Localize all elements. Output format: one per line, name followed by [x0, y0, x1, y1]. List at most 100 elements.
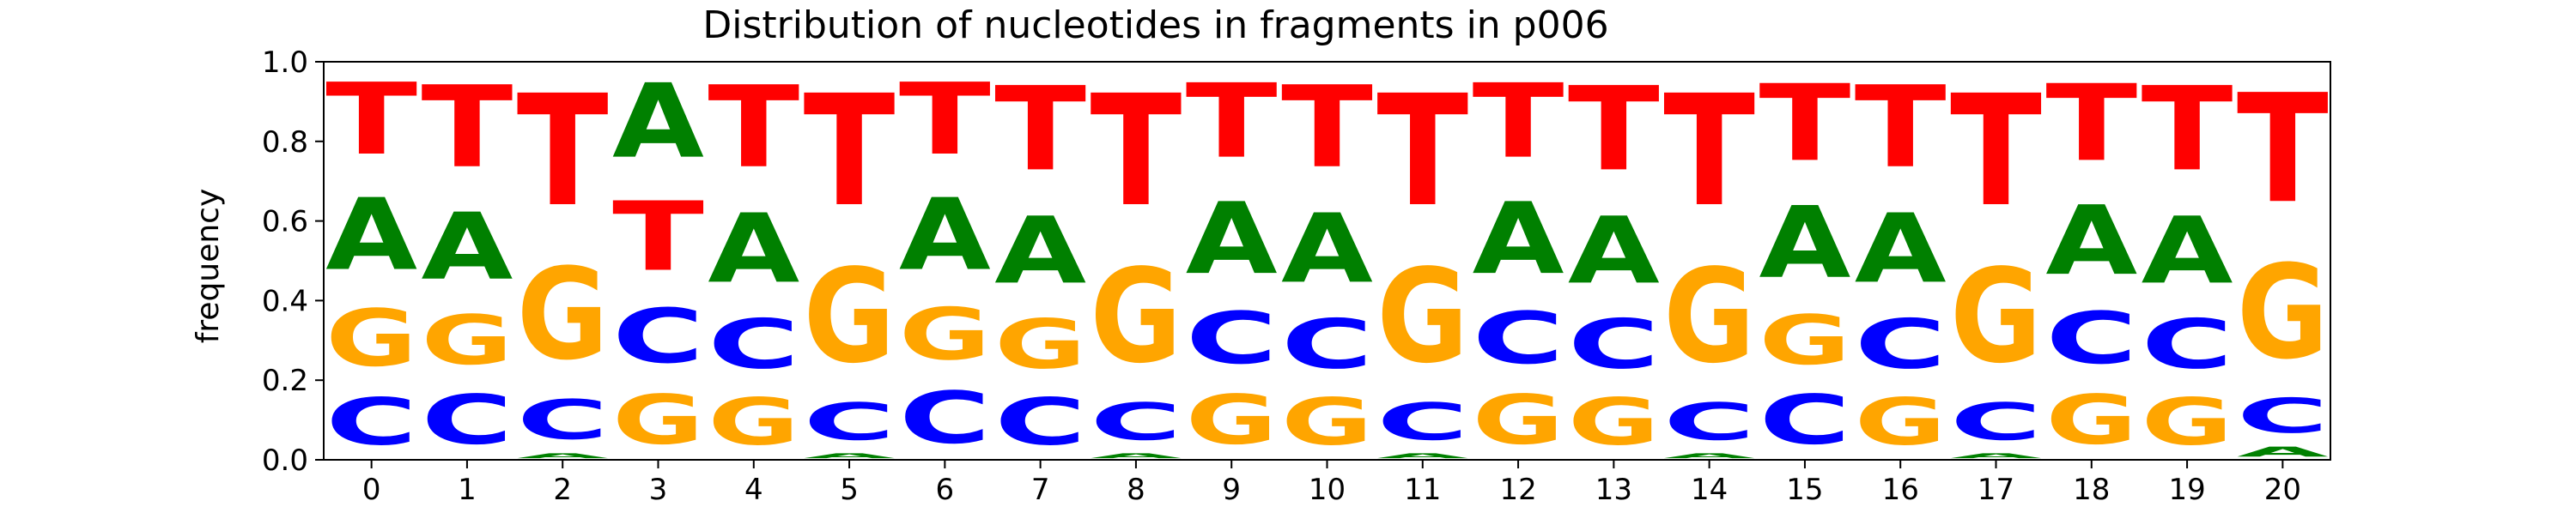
nucleotide-T-19: T [2142, 63, 2233, 197]
nucleotide-A-19: A [2142, 198, 2233, 305]
nucleotide-T-4: T [708, 63, 799, 193]
plot-frame [323, 61, 2331, 461]
nucleotide-C-19: C [2142, 305, 2233, 384]
nucleotide-C-18: C [2045, 297, 2137, 380]
nucleotide-A-13: A [1568, 198, 1660, 305]
nucleotide-C-3: C [612, 293, 704, 380]
nucleotide-G-12: G [1473, 381, 1564, 460]
x-tick-label-13: 13 [1595, 473, 1632, 507]
nucleotide-T-0: T [325, 63, 417, 178]
x-tick-label-15: 15 [1786, 473, 1823, 507]
nucleotide-C-16: C [1855, 305, 1947, 384]
nucleotide-C-10: C [1281, 305, 1373, 384]
nucleotide-G-6: G [899, 293, 991, 377]
y-tick-label-0.0: 0.0 [262, 444, 308, 478]
y-tick-label-0.6: 0.6 [262, 205, 308, 239]
nucleotide-A-15: A [1759, 185, 1851, 300]
nucleotide-G-10: G [1281, 384, 1373, 460]
nucleotide-G-15: G [1759, 301, 1851, 380]
nucleotide-C-17: C [1950, 393, 2042, 452]
nucleotide-C-8: C [1091, 393, 1182, 452]
nucleotide-T-14: T [1663, 62, 1755, 240]
nucleotide-C-12: C [1473, 297, 1564, 380]
nucleotide-A-9: A [1186, 181, 1278, 296]
logo-layer: CGATCGATACGTGCTAGCATACGTCGATCGATACGTGCAT… [325, 62, 2329, 460]
x-tick-label-5: 5 [840, 473, 859, 507]
chart-title: Distribution of nucleotides in fragments… [702, 3, 1608, 47]
nucleotide-A-3: A [612, 63, 704, 182]
x-tick-label-18: 18 [2073, 473, 2110, 507]
nucleotide-T-3: T [612, 182, 704, 293]
y-tick-label-1.0: 1.0 [262, 45, 308, 80]
x-tick-label-3: 3 [649, 473, 668, 507]
nucleotide-C-11: C [1376, 393, 1468, 452]
x-tick-label-4: 4 [744, 473, 763, 507]
x-tick-label-11: 11 [1404, 473, 1441, 507]
x-tick-label-19: 19 [2168, 473, 2205, 507]
nucleotide-G-18: G [2045, 381, 2137, 460]
nucleotide-T-18: T [2045, 63, 2137, 185]
nucleotide-C-9: C [1186, 297, 1278, 380]
nucleotide-C-14: C [1663, 393, 1755, 452]
nucleotide-A-10: A [1281, 194, 1373, 305]
nucleotide-T-2: T [517, 62, 609, 240]
nucleotide-A-8: A [1091, 452, 1182, 460]
y-tick-label-0.2: 0.2 [262, 364, 308, 398]
x-tick-label-7: 7 [1031, 473, 1050, 507]
nucleotide-C-4: C [708, 305, 799, 384]
nucleotide-G-7: G [994, 305, 1086, 384]
nucleotide-A-17: A [1950, 452, 2042, 460]
nucleotide-G-4: G [708, 384, 799, 460]
nucleotide-T-17: T [1950, 62, 2042, 240]
nucleotide-G-3: G [612, 381, 704, 460]
x-tick-label-16: 16 [1882, 473, 1919, 507]
y-tick-label-0.8: 0.8 [262, 125, 308, 160]
nucleotide-T-5: T [804, 62, 896, 240]
nucleotide-G-19: G [2142, 384, 2233, 460]
nucleotide-A-14: A [1663, 452, 1755, 460]
nucleotide-G-11: G [1376, 242, 1468, 393]
nucleotide-C-7: C [994, 384, 1086, 460]
x-tick-label-10: 10 [1309, 473, 1346, 507]
nucleotide-G-1: G [422, 301, 513, 380]
nucleotide-C-5: C [804, 393, 896, 452]
x-tick-label-20: 20 [2264, 473, 2301, 507]
nucleotide-A-18: A [2045, 185, 2137, 296]
nucleotide-G-16: G [1855, 384, 1947, 460]
axes-layer: 0 1 2 3 4 5 6 7 8 9 10 11 12 13 14 15 16 17 18 19 200.00.20.… [262, 45, 2331, 507]
nucleotide-A-7: A [994, 198, 1086, 305]
nucleotide-T-7: T [994, 63, 1086, 197]
x-tick-label-14: 14 [1691, 473, 1728, 507]
nucleotide-G-0: G [325, 293, 417, 384]
nucleotide-G-2: G [517, 241, 609, 388]
x-tick-label-1: 1 [458, 473, 477, 507]
x-tick-label-17: 17 [1978, 473, 2014, 507]
nucleotide-C-13: C [1568, 305, 1660, 384]
nucleotide-A-12: A [1473, 181, 1564, 296]
x-tick-label-0: 0 [362, 473, 381, 507]
nucleotide-G-13: G [1568, 384, 1660, 460]
nucleotide-A-2: A [517, 452, 609, 460]
nucleotide-G-5: G [804, 242, 896, 393]
nucleotide-T-1: T [422, 63, 513, 193]
nucleotide-G-17: G [1950, 242, 2042, 393]
y-axis-label: frequency [191, 189, 226, 344]
nucleotide-C-2: C [517, 389, 609, 451]
